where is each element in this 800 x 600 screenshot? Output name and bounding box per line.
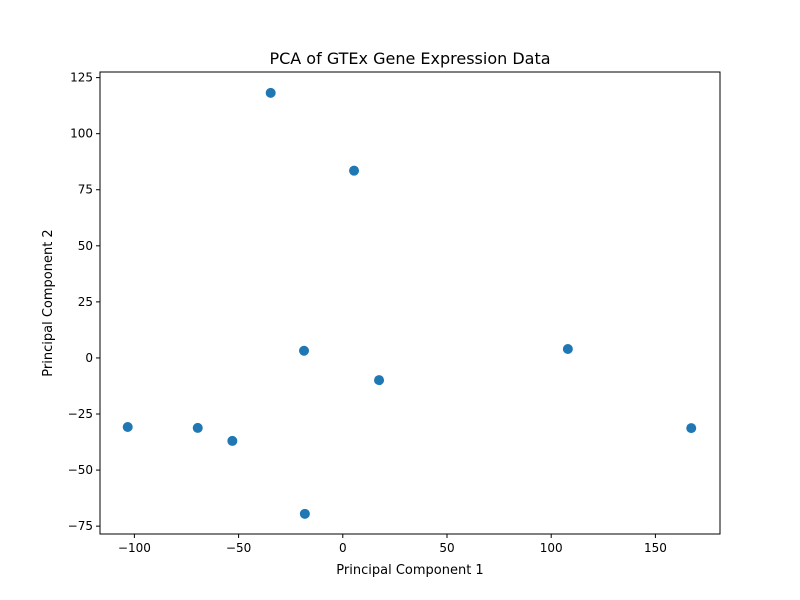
x-tick-label: 50 bbox=[439, 541, 454, 555]
y-tick-label: −75 bbox=[68, 519, 93, 533]
y-tick-label: 50 bbox=[78, 239, 93, 253]
x-tick-label: 100 bbox=[540, 541, 563, 555]
x-tick-label: 150 bbox=[644, 541, 667, 555]
y-tick-label: 0 bbox=[85, 351, 93, 365]
plot-area bbox=[99, 71, 721, 535]
y-tick-label: −50 bbox=[68, 463, 93, 477]
x-axis-label: Principal Component 1 bbox=[336, 563, 483, 578]
data-point bbox=[122, 422, 133, 433]
data-point bbox=[349, 165, 360, 176]
y-tick-label: −25 bbox=[68, 407, 93, 421]
data-points bbox=[122, 87, 697, 519]
x-tick-label: 0 bbox=[339, 541, 347, 555]
data-point bbox=[265, 87, 276, 98]
y-axis-label: Principal Component 2 bbox=[41, 229, 56, 376]
y-tick-label: 125 bbox=[70, 71, 93, 85]
y-axis: −75 −50 −25 0 25 50 75 100 125 bbox=[68, 71, 100, 533]
y-tick-label: 75 bbox=[78, 183, 93, 197]
y-tick-label: 100 bbox=[70, 127, 93, 141]
x-tick-label: −50 bbox=[226, 541, 251, 555]
chart-title: PCA of GTEx Gene Expression Data bbox=[269, 49, 550, 68]
data-point bbox=[562, 343, 573, 354]
data-point bbox=[374, 375, 385, 386]
x-tick-label: −100 bbox=[118, 541, 151, 555]
data-point bbox=[299, 508, 310, 519]
data-point bbox=[192, 422, 203, 433]
data-point bbox=[686, 423, 697, 434]
data-point bbox=[227, 435, 238, 446]
data-point bbox=[299, 345, 310, 356]
y-tick-label: 25 bbox=[78, 295, 93, 309]
x-axis: −100 −50 0 50 100 150 bbox=[118, 534, 667, 555]
